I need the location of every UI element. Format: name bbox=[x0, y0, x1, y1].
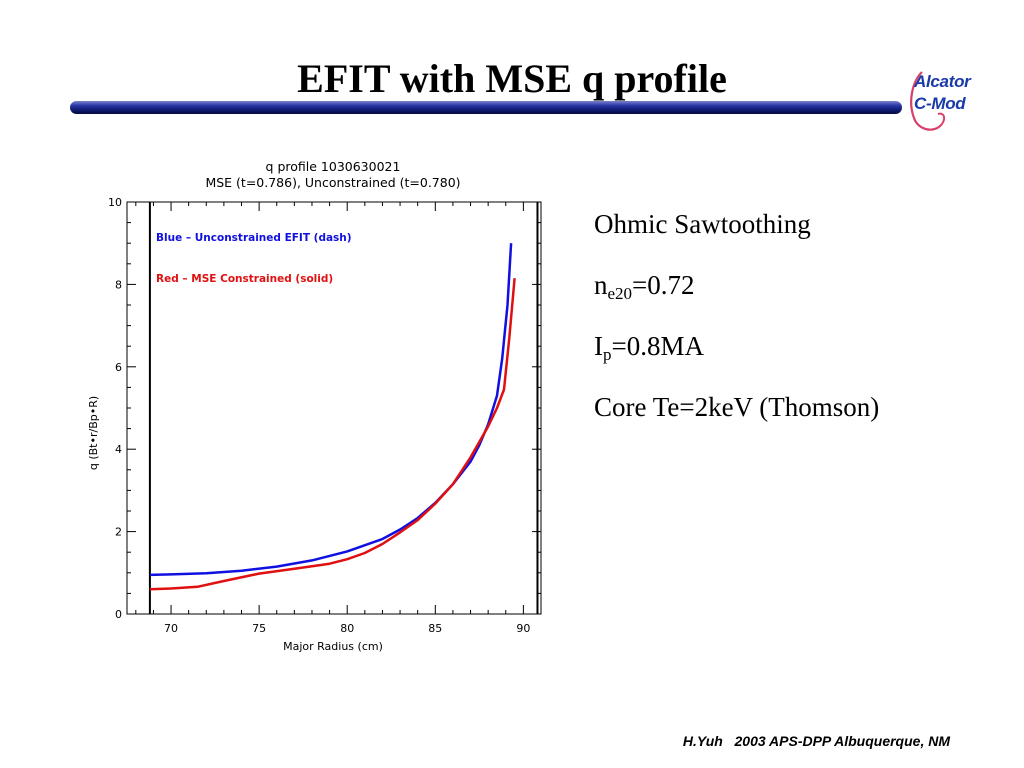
current-value: =0.8MA bbox=[611, 331, 704, 361]
y-tick-label: 10 bbox=[108, 196, 122, 209]
legend-entry-blue: Blue – Unconstrained EFIT (dash) bbox=[156, 232, 352, 244]
blue-unconstrained-curve bbox=[149, 243, 513, 577]
series-lines bbox=[149, 243, 516, 591]
x-tick-label: 90 bbox=[516, 622, 530, 635]
x-tick-label: 75 bbox=[252, 622, 266, 635]
plasma-boundary-lines bbox=[148, 202, 539, 614]
legend-entry-red: Red – MSE Constrained (solid) bbox=[156, 273, 333, 285]
note-density: ne20=0.72 bbox=[594, 269, 1014, 303]
footer-credit: H.Yuh 2003 APS-DPP Albuquerque, NM bbox=[682, 733, 950, 749]
red-mse-curve bbox=[149, 278, 516, 591]
alcator-cmod-logo: Alcator C-Mod bbox=[906, 62, 988, 138]
q-profile-chart: q profile 1030630021 MSE (t=0.786), Unco… bbox=[87, 159, 542, 653]
x-tick-label: 85 bbox=[428, 622, 442, 635]
note-current: Ip=0.8MA bbox=[594, 330, 1014, 364]
y-tick-label: 2 bbox=[115, 526, 122, 539]
x-tick-label: 80 bbox=[340, 622, 354, 635]
logo-line1: Alcator bbox=[914, 72, 971, 91]
y-axis-label: q (Bt•r/Bp•R) bbox=[87, 396, 100, 470]
note-temperature: Core Te=2keV (Thomson) bbox=[594, 392, 880, 422]
density-subscript: e20 bbox=[607, 284, 633, 303]
logo-swirl-icon bbox=[910, 71, 946, 131]
y-tick-label: 0 bbox=[115, 608, 122, 621]
notes-panel: Ohmic Sawtoothing ne20=0.72 Ip=0.8MA Cor… bbox=[594, 208, 1014, 452]
y-tick-label: 6 bbox=[115, 361, 122, 374]
y-tick-label: 4 bbox=[115, 443, 122, 456]
x-axis-label: Major Radius (cm) bbox=[283, 640, 383, 653]
current-subscript: p bbox=[603, 345, 612, 364]
x-tick-label: 70 bbox=[164, 622, 178, 635]
title-rule bbox=[70, 101, 902, 114]
density-value: =0.72 bbox=[632, 270, 695, 300]
logo-line2: C-Mod bbox=[914, 94, 966, 113]
note-ohmic: Ohmic Sawtoothing bbox=[594, 209, 811, 239]
density-symbol: n bbox=[594, 270, 608, 300]
chart-subtitle: MSE (t=0.786), Unconstrained (t=0.780) bbox=[205, 175, 460, 190]
slide-title: EFIT with MSE q profile bbox=[297, 56, 727, 101]
plot-frame bbox=[126, 201, 542, 615]
current-symbol: I bbox=[594, 331, 603, 361]
x-axis: 70 75 80 85 90 bbox=[135, 202, 542, 635]
y-tick-label: 8 bbox=[115, 278, 122, 291]
chart-title: q profile 1030630021 bbox=[266, 159, 401, 174]
